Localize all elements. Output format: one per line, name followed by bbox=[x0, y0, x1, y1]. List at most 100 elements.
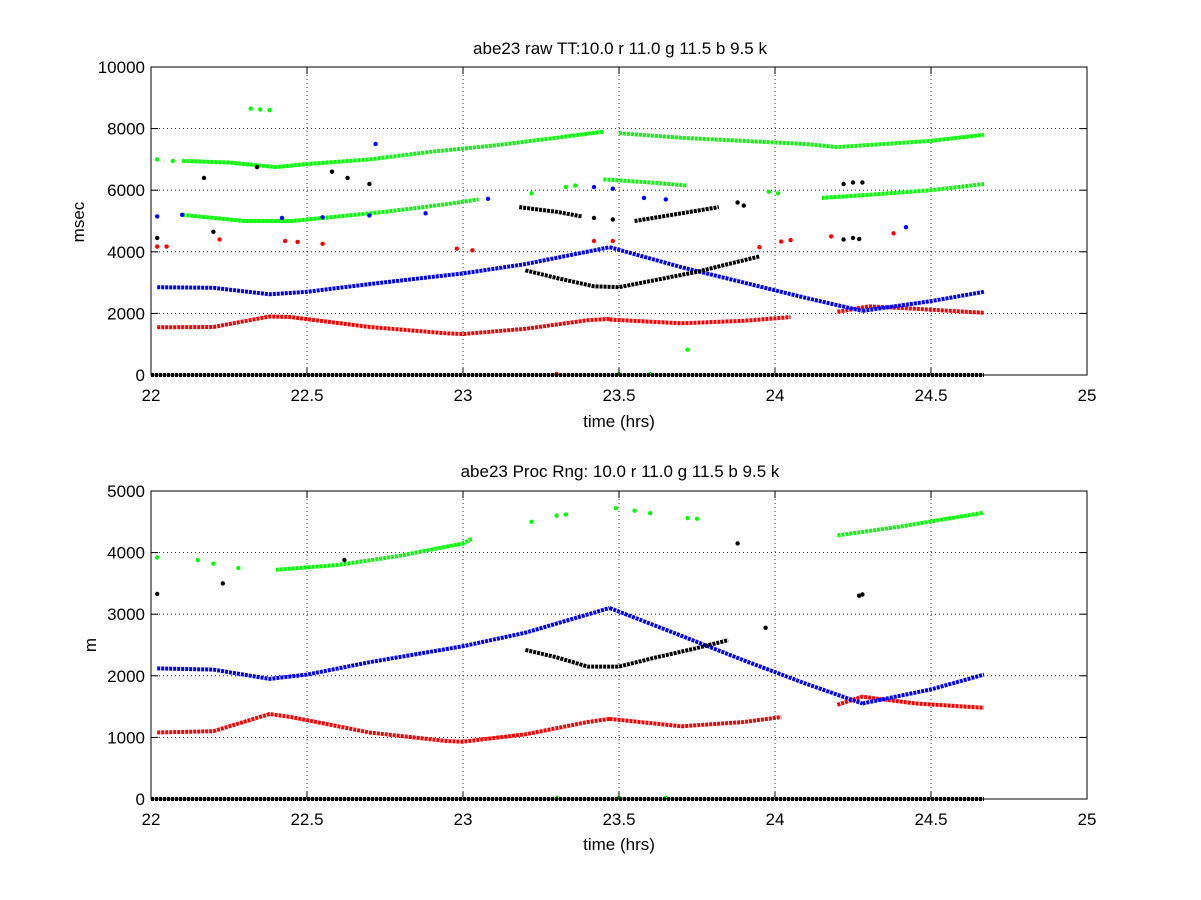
raw-travel-time-data-point bbox=[857, 236, 862, 242]
raw-travel-time-series-line bbox=[837, 304, 985, 315]
processed-range-x-tick-label: 24.5 bbox=[914, 810, 947, 829]
raw-travel-time-series-line bbox=[862, 289, 985, 313]
raw-travel-time-data-point bbox=[155, 244, 160, 249]
raw-travel-time-series-line bbox=[182, 197, 479, 223]
processed-range-series-line bbox=[157, 606, 611, 681]
raw-travel-time-series-line bbox=[157, 245, 610, 297]
raw-travel-time-data-point bbox=[217, 237, 222, 242]
raw-travel-time-series-line bbox=[157, 314, 610, 336]
raw-travel-time-data-point bbox=[641, 195, 647, 201]
raw-travel-time-series-line bbox=[634, 205, 720, 223]
raw-travel-time-data-point bbox=[329, 169, 335, 174]
processed-range-x-tick-label: 23 bbox=[454, 810, 473, 829]
processed-range-series-line bbox=[608, 606, 864, 706]
processed-range-series-line bbox=[609, 715, 782, 729]
processed-range-data-point bbox=[211, 561, 216, 566]
raw-travel-time-plot: abe23 raw TT:10.0 r 11.0 g 11.5 b 9.5 k … bbox=[69, 39, 1096, 431]
raw-travel-time-data-point bbox=[485, 196, 491, 201]
raw-travel-time-series-line bbox=[609, 315, 791, 326]
raw-travel-time-data-point bbox=[610, 238, 615, 244]
raw-travel-time-data-point bbox=[295, 239, 300, 245]
raw-travel-time-data-point bbox=[741, 203, 746, 208]
raw-travel-time-data-point bbox=[180, 212, 185, 217]
processed-range-y-tick-label: 1000 bbox=[107, 728, 145, 747]
processed-range-data-point bbox=[342, 557, 347, 563]
raw-travel-time-data-point bbox=[573, 183, 578, 188]
processed-range-y-tick-label: 5000 bbox=[107, 482, 145, 501]
processed-range-y-tick-label: 2000 bbox=[107, 667, 145, 686]
raw-travel-time-data-point bbox=[563, 184, 569, 190]
raw-travel-time-data-point bbox=[345, 175, 350, 181]
processed-range-data-point bbox=[735, 541, 740, 546]
processed-range-series-line bbox=[837, 510, 985, 538]
raw-travel-time-series-line bbox=[182, 129, 604, 170]
processed-range-data-point bbox=[236, 565, 241, 571]
raw-travel-time-data-point bbox=[829, 234, 834, 239]
raw-travel-time-data-point bbox=[891, 231, 896, 236]
raw-travel-time-series-line bbox=[821, 182, 985, 200]
raw-travel-time-data-point bbox=[850, 235, 856, 241]
processed-range-x-axis-label: time (hrs) bbox=[583, 835, 655, 854]
processed-range-data-point bbox=[860, 592, 865, 597]
processed-range-data-point bbox=[632, 508, 637, 513]
raw-travel-time-x-axis-label: time (hrs) bbox=[583, 412, 655, 431]
raw-travel-time-y-tick-label: 4000 bbox=[107, 243, 145, 262]
raw-travel-time-data-point bbox=[258, 107, 263, 112]
raw-travel-time-data-point bbox=[320, 241, 325, 246]
processed-range-y-axis-label: m bbox=[81, 638, 100, 652]
processed-range-y-tick-label: 0 bbox=[136, 790, 145, 809]
raw-travel-time-data-point bbox=[610, 186, 615, 191]
processed-range-plot: abe23 Proc Rng: 10.0 r 11.0 g 11.5 b 9.5… bbox=[81, 462, 1096, 854]
raw-travel-time-data-point bbox=[529, 191, 534, 196]
raw-travel-time-data-point bbox=[155, 235, 160, 241]
raw-travel-time-x-tick-label: 25 bbox=[1078, 386, 1097, 405]
processed-range-data-point bbox=[563, 512, 569, 517]
processed-range-x-tick-label: 22 bbox=[142, 810, 161, 829]
raw-travel-time-series-1 bbox=[155, 106, 985, 377]
raw-travel-time-y-tick-label: 8000 bbox=[107, 120, 145, 139]
raw-travel-time-data-point bbox=[685, 347, 690, 352]
processed-range-y-tick-label: 4000 bbox=[107, 544, 145, 563]
processed-range-data-point bbox=[648, 511, 653, 516]
raw-travel-time-data-point bbox=[779, 239, 784, 244]
raw-travel-time-data-point bbox=[367, 213, 372, 218]
processed-range-data-point bbox=[155, 591, 160, 597]
raw-travel-time-series-line bbox=[603, 177, 688, 188]
processed-range-x-tick-label: 24 bbox=[766, 810, 785, 829]
processed-range-series-1 bbox=[155, 506, 985, 800]
raw-travel-time-series-line bbox=[618, 131, 985, 150]
processed-range-title: abe23 Proc Rng: 10.0 r 11.0 g 11.5 b 9.5… bbox=[461, 462, 780, 481]
processed-range-data-point bbox=[554, 513, 559, 518]
processed-range-series-line bbox=[157, 712, 610, 744]
processed-range-series-line bbox=[524, 638, 729, 669]
raw-travel-time-data-point bbox=[454, 246, 459, 251]
processed-range-series-2 bbox=[157, 606, 985, 706]
processed-range-data-point bbox=[529, 519, 534, 524]
processed-range-series-line bbox=[275, 536, 474, 572]
raw-travel-time-y-tick-label: 6000 bbox=[107, 181, 145, 200]
processed-range-data-point bbox=[685, 515, 690, 521]
raw-travel-time-data-point bbox=[591, 238, 597, 244]
raw-travel-time-data-point bbox=[267, 107, 272, 113]
raw-travel-time-data-point bbox=[470, 248, 475, 253]
raw-travel-time-data-point bbox=[903, 225, 909, 230]
raw-travel-time-series-line bbox=[609, 245, 863, 313]
processed-range-x-tick-label: 23.5 bbox=[602, 810, 635, 829]
processed-range-series-line bbox=[861, 672, 985, 706]
raw-travel-time-series-2 bbox=[155, 141, 985, 313]
raw-travel-time-data-point bbox=[201, 175, 207, 181]
raw-travel-time-x-tick-label: 24.5 bbox=[914, 386, 947, 405]
raw-travel-time-x-tick-label: 23.5 bbox=[602, 386, 635, 405]
raw-travel-time-data-point bbox=[211, 229, 216, 234]
raw-travel-time-data-point bbox=[841, 181, 846, 187]
raw-travel-time-data-point bbox=[279, 215, 285, 221]
raw-travel-time-data-point bbox=[283, 238, 288, 244]
raw-travel-time-data-point bbox=[155, 157, 160, 162]
raw-travel-time-y-axis-label: msec bbox=[69, 201, 88, 242]
processed-range-data-point bbox=[220, 581, 225, 586]
raw-travel-time-data-point bbox=[766, 189, 771, 194]
raw-travel-time-data-point bbox=[320, 215, 325, 220]
raw-travel-time-data-point bbox=[367, 181, 372, 187]
raw-travel-time-data-point bbox=[860, 180, 865, 185]
